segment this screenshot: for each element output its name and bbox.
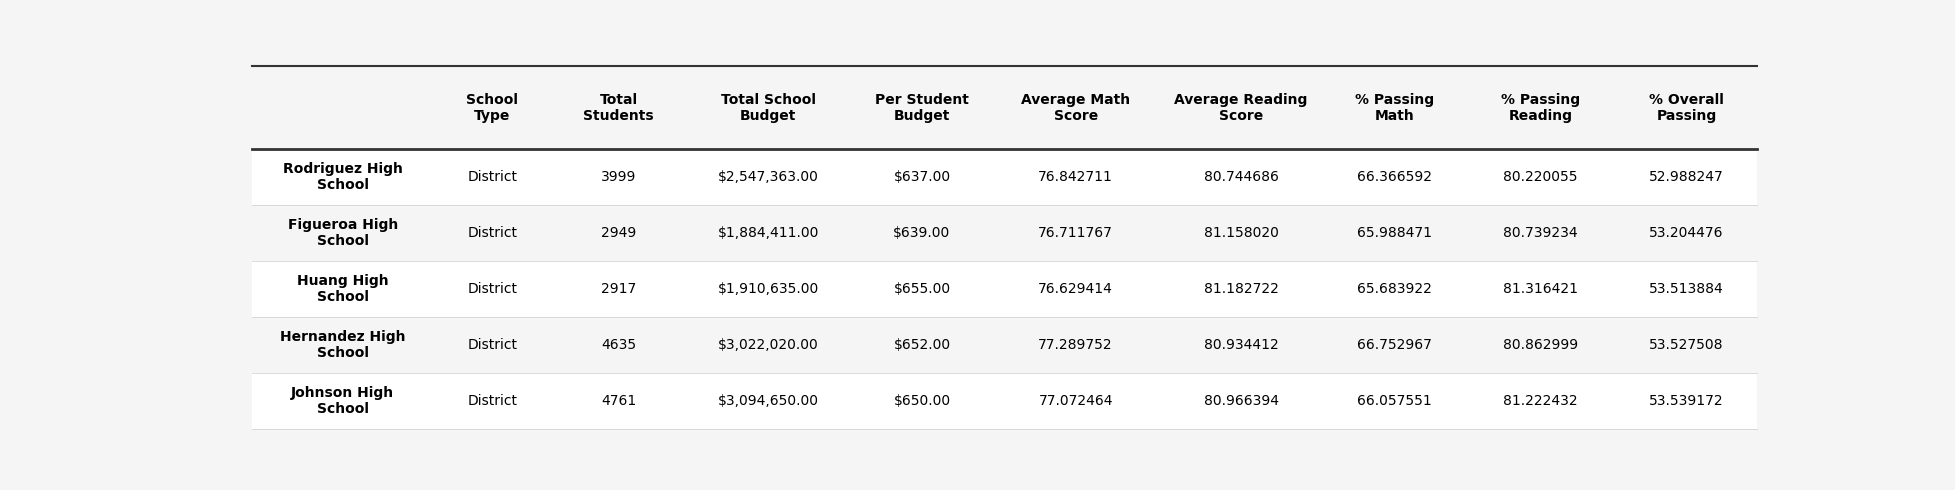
Text: Average Math
Score: Average Math Score <box>1021 93 1130 123</box>
Text: $655.00: $655.00 <box>893 282 950 296</box>
Text: 77.072464: 77.072464 <box>1038 393 1112 408</box>
Text: 3999: 3999 <box>600 170 635 184</box>
FancyBboxPatch shape <box>252 261 1756 317</box>
Text: 81.222432: 81.222432 <box>1503 393 1578 408</box>
FancyBboxPatch shape <box>252 205 1756 261</box>
Text: 80.220055: 80.220055 <box>1503 170 1578 184</box>
Text: District: District <box>467 282 518 296</box>
Text: Total School
Budget: Total School Budget <box>721 93 815 123</box>
Text: Huang High
School: Huang High School <box>297 274 389 304</box>
Text: Average Reading
Score: Average Reading Score <box>1173 93 1308 123</box>
Text: 65.683922: 65.683922 <box>1357 282 1431 296</box>
Text: 66.057551: 66.057551 <box>1357 393 1431 408</box>
Text: Johnson High
School: Johnson High School <box>291 386 395 416</box>
Text: $2,547,363.00: $2,547,363.00 <box>717 170 819 184</box>
Text: 66.366592: 66.366592 <box>1357 170 1431 184</box>
Text: School
Type: School Type <box>465 93 518 123</box>
Text: Rodriguez High
School: Rodriguez High School <box>283 162 403 193</box>
FancyBboxPatch shape <box>252 373 1756 429</box>
Text: Total
Students: Total Students <box>583 93 653 123</box>
Text: 4635: 4635 <box>600 338 635 352</box>
Text: 80.744686: 80.744686 <box>1202 170 1279 184</box>
Text: 53.539172: 53.539172 <box>1648 393 1722 408</box>
Text: % Passing
Math: % Passing Math <box>1355 93 1433 123</box>
Text: $650.00: $650.00 <box>893 393 950 408</box>
Text: $1,910,635.00: $1,910,635.00 <box>717 282 819 296</box>
FancyBboxPatch shape <box>252 66 1756 149</box>
Text: District: District <box>467 170 518 184</box>
Text: 2949: 2949 <box>600 226 635 240</box>
Text: 80.739234: 80.739234 <box>1503 226 1578 240</box>
FancyBboxPatch shape <box>252 317 1756 373</box>
Text: 2917: 2917 <box>600 282 635 296</box>
Text: $652.00: $652.00 <box>893 338 950 352</box>
Text: $639.00: $639.00 <box>893 226 950 240</box>
Text: Figueroa High
School: Figueroa High School <box>287 218 397 248</box>
Text: 4761: 4761 <box>600 393 635 408</box>
Text: $3,094,650.00: $3,094,650.00 <box>717 393 819 408</box>
Text: Per Student
Budget: Per Student Budget <box>874 93 968 123</box>
Text: 52.988247: 52.988247 <box>1648 170 1722 184</box>
FancyBboxPatch shape <box>252 149 1756 205</box>
Text: 80.966394: 80.966394 <box>1202 393 1279 408</box>
Text: 76.711767: 76.711767 <box>1038 226 1112 240</box>
Text: % Overall
Passing: % Overall Passing <box>1648 93 1722 123</box>
Text: 53.527508: 53.527508 <box>1648 338 1722 352</box>
Text: District: District <box>467 226 518 240</box>
Text: % Passing
Reading: % Passing Reading <box>1499 93 1580 123</box>
Text: $3,022,020.00: $3,022,020.00 <box>717 338 819 352</box>
Text: District: District <box>467 393 518 408</box>
Text: 53.204476: 53.204476 <box>1648 226 1722 240</box>
Text: 81.182722: 81.182722 <box>1202 282 1279 296</box>
Text: 80.934412: 80.934412 <box>1202 338 1279 352</box>
Text: 76.629414: 76.629414 <box>1038 282 1112 296</box>
Text: 66.752967: 66.752967 <box>1357 338 1431 352</box>
Text: Hernandez High
School: Hernandez High School <box>280 330 405 360</box>
Text: 81.158020: 81.158020 <box>1202 226 1279 240</box>
Text: 77.289752: 77.289752 <box>1038 338 1112 352</box>
Text: $637.00: $637.00 <box>893 170 950 184</box>
Text: 80.862999: 80.862999 <box>1501 338 1578 352</box>
Text: 65.988471: 65.988471 <box>1357 226 1431 240</box>
Text: $1,884,411.00: $1,884,411.00 <box>717 226 819 240</box>
Text: 53.513884: 53.513884 <box>1648 282 1722 296</box>
Text: 76.842711: 76.842711 <box>1038 170 1112 184</box>
Text: 81.316421: 81.316421 <box>1501 282 1578 296</box>
Text: District: District <box>467 338 518 352</box>
